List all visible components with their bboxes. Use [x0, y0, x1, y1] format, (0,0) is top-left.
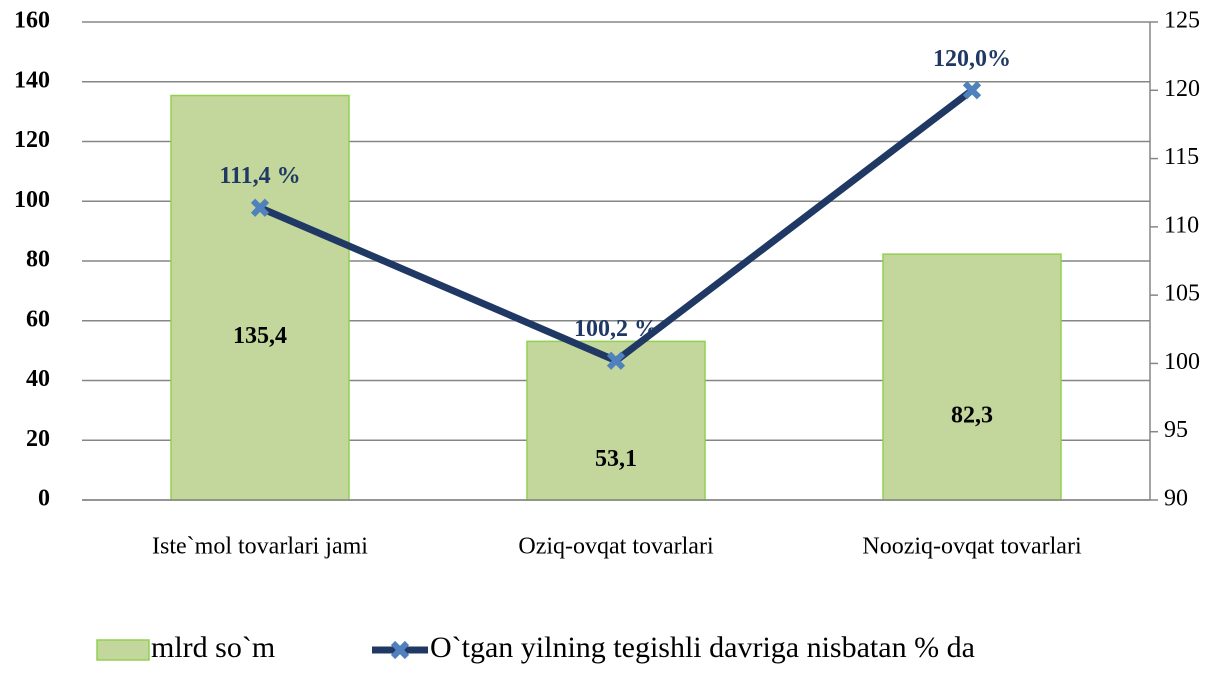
line-value-label: 111,4 %: [219, 163, 300, 189]
legend-marker: [390, 640, 410, 660]
bar: [882, 253, 1062, 501]
marker: [250, 198, 270, 217]
y2-tick-label: 105: [1164, 281, 1200, 307]
y-tick-label: 100: [14, 187, 50, 213]
y2-tick-label: 120: [1164, 76, 1200, 102]
marker: [962, 81, 982, 100]
bar-value-label: 82,3: [951, 403, 993, 429]
y-tick-label: 40: [26, 366, 50, 392]
x-tick-label: Oziq-ovqat tovarlari: [518, 534, 714, 560]
y-tick-label: 80: [26, 247, 50, 273]
line-value-label: 120,0%: [933, 46, 1011, 72]
bar: [526, 340, 706, 501]
bar: [170, 94, 350, 501]
y2-tick-label: 110: [1164, 212, 1199, 238]
bar-value-label: 135,4: [233, 323, 287, 349]
y2-tick-label: 95: [1164, 417, 1188, 443]
y-tick-label: 0: [38, 486, 50, 512]
x-tick-label: Iste`mol tovarlari jami: [152, 534, 368, 560]
y-tick-label: 120: [14, 127, 50, 153]
y-tick-label: 160: [14, 8, 50, 34]
y2-tick-label: 125: [1164, 8, 1200, 34]
legend-swatch: [96, 639, 150, 661]
y-tick-label: 20: [26, 426, 50, 452]
y2-tick-label: 115: [1164, 144, 1199, 170]
y-tick-label: 60: [26, 306, 50, 332]
y2-tick-label: 90: [1164, 486, 1188, 512]
x-tick-label: Nooziq-ovqat tovarlari: [862, 534, 1082, 560]
legend-label: O`tgan yilning tegishli davriga nisbatan…: [430, 631, 975, 664]
y-tick-label: 140: [14, 67, 50, 93]
bar-value-label: 53,1: [595, 446, 637, 472]
line-value-label: 100,2 %: [574, 316, 658, 342]
legend-label: mlrd so`m: [151, 631, 275, 664]
y2-tick-label: 100: [1164, 349, 1200, 375]
marker: [606, 351, 626, 370]
